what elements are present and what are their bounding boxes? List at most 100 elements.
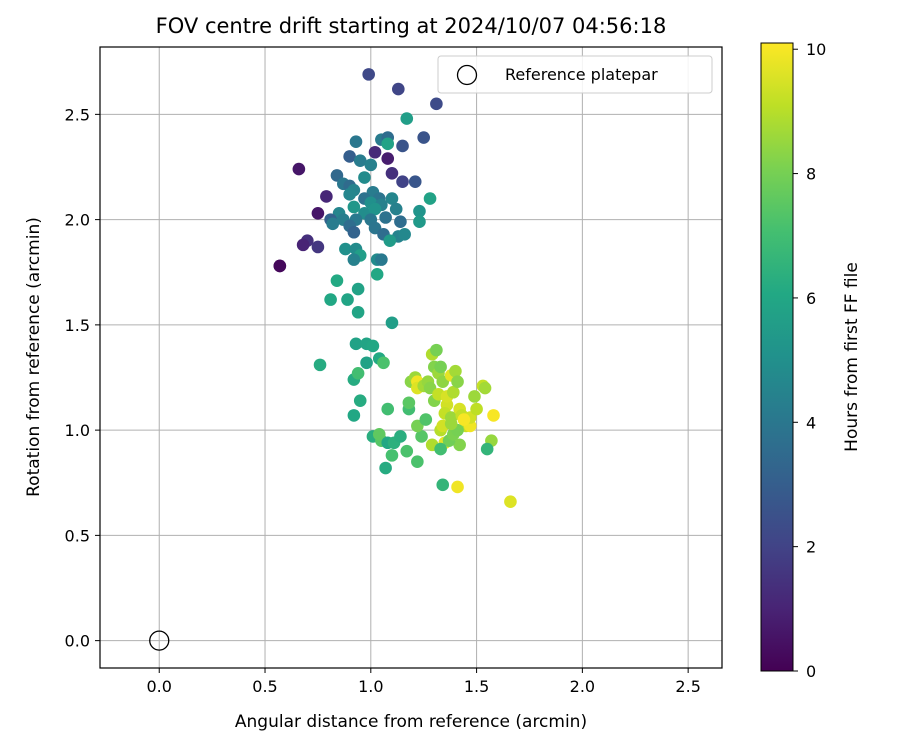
data-point [413,215,426,229]
data-point [434,360,447,374]
y-axis-ticks: 0.0 0.5 1.0 1.5 2.0 2.5 [65,105,100,651]
x-tick-label: 0.5 [252,677,277,696]
plot-area-frame [99,46,723,669]
data-point [413,204,426,218]
data-point [389,202,403,216]
data-point [411,455,424,469]
data-point [347,409,361,422]
data-point [311,207,325,220]
data-point [447,385,460,399]
data-point [394,215,407,229]
reference-layer [149,630,170,651]
data-point [311,240,325,254]
colorbar-tick-label: 8 [806,165,816,184]
data-point [381,137,395,151]
data-point [341,293,354,306]
y-tick-label: 2.0 [65,211,90,230]
data-point [419,413,433,426]
y-tick-label: 2.5 [65,105,90,124]
data-point [370,268,384,281]
data-point [296,238,310,252]
data-point [453,438,466,452]
data-point [434,442,447,456]
x-tick-label: 0.0 [147,677,172,696]
data-point [320,190,333,203]
colorbar-tick-label: 10 [806,40,826,59]
data-point [451,375,464,389]
data-point [468,390,481,403]
data-point [385,449,399,462]
data-point [436,478,450,492]
data-point [347,225,361,239]
colorbar-gradient [760,42,794,672]
data-point [330,274,344,287]
y-axis-label: Rotation from reference (arcmin) [24,217,44,497]
data-point [364,158,378,172]
legend-label-reference: Reference platepar [505,65,658,84]
data-point [392,82,405,96]
y-tick-label: 0.0 [65,632,90,651]
data-point [292,162,306,176]
data-point [415,430,428,443]
data-point [385,192,399,205]
data-point [487,409,500,422]
x-axis-ticks: 0.0 0.5 1.0 1.5 2.0 2.5 [147,668,701,696]
data-point [444,417,458,431]
data-point [326,217,340,231]
data-point [394,430,407,443]
data-point [457,413,471,426]
legend-marker-reference [456,64,478,86]
data-point [366,339,380,353]
data-point [351,305,365,319]
legend-box [437,55,713,94]
data-point [347,200,361,214]
x-tick-label: 2.5 [675,677,700,696]
data-point [480,442,494,456]
data-point [313,358,327,372]
data-point [349,337,363,351]
data-point [377,356,390,370]
data-point [381,152,395,165]
y-tick-label: 0.5 [65,526,90,545]
data-point [343,150,356,163]
colorbar-tick-label: 2 [806,538,816,557]
x-axis-label: Angular distance from reference (arcmin) [235,712,587,732]
colorbar-tick-label: 4 [806,413,816,432]
data-point [347,253,361,266]
colorbar-tick-label: 0 [806,662,816,681]
colorbar-label: Hours from first FF file [842,262,862,452]
data-point [470,402,483,416]
reference-platepar-marker [149,630,170,651]
data-point [451,480,464,494]
data-points [273,68,517,508]
data-point [383,234,397,247]
data-point [504,495,517,508]
data-point [372,428,386,441]
data-point [400,444,414,458]
data-point [381,402,395,416]
data-point [400,112,414,125]
x-tick-label: 1.0 [358,677,383,696]
data-point [385,167,399,180]
data-point [343,188,356,201]
legend: Reference platepar [437,55,713,94]
data-point [351,366,365,380]
data-point [362,68,375,81]
data-point [423,192,437,205]
x-tick-label: 2.0 [570,677,595,696]
data-point [385,316,399,330]
data-point [353,154,367,167]
colorbar: 0 2 4 6 8 10 Hours from first FF file [760,40,862,681]
data-point [417,131,430,144]
data-point [398,228,411,241]
data-point [368,202,382,216]
y-tick-label: 1.0 [65,421,90,440]
x-tick-label: 1.5 [464,677,489,696]
data-point [396,175,409,189]
data-point [273,259,287,273]
data-point [351,282,365,296]
y-tick-label: 1.5 [65,316,90,335]
data-point [379,461,392,475]
data-point [324,293,337,306]
